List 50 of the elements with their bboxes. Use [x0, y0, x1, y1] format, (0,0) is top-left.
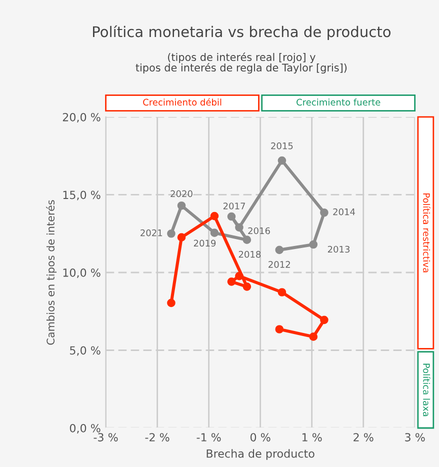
- point: [320, 316, 328, 324]
- point: [167, 298, 176, 308]
- annotation: 2013: [328, 246, 350, 253]
- x-tick-label: 0 %: [250, 433, 270, 442]
- annotation: 2021: [140, 229, 162, 236]
- annotation: 2017: [223, 202, 245, 210]
- annotation: 2016: [248, 227, 270, 234]
- point: [227, 278, 236, 286]
- chart-subtitle: (tipos de interés real [rojo] y tipos de interés de regla de Taylor [gris]): [136, 52, 347, 74]
- point: [210, 212, 219, 220]
- annotation: 2019: [194, 240, 216, 247]
- point: [177, 233, 186, 242]
- point: [320, 208, 328, 217]
- annotation: 2015: [271, 142, 293, 150]
- point: [278, 288, 286, 296]
- x-axis-title: Brecha de producto: [206, 449, 314, 460]
- text: Política laxa: [423, 364, 430, 416]
- point: [275, 246, 284, 254]
- text: Crecimiento fuerte: [296, 98, 380, 106]
- y-tick-label: 10,0 %: [63, 268, 100, 278]
- point: [309, 332, 318, 341]
- point: [167, 229, 176, 238]
- text: Política restrictiva: [423, 193, 430, 272]
- x-tick-label: 2 %: [354, 433, 374, 442]
- point: [210, 228, 219, 238]
- x-tick-label: -2 %: [145, 433, 170, 442]
- chart-title: Política monetaria vs brecha de producto: [93, 25, 391, 40]
- y-tick-label: 15,0 %: [63, 190, 100, 200]
- y-tick-label: 0,0 %: [70, 424, 100, 434]
- y-tick-label: 5,0 %: [70, 346, 100, 356]
- point: [242, 282, 252, 291]
- x-tick-label: 3 %: [405, 433, 425, 442]
- point: [242, 236, 252, 244]
- text: Crecimiento débil: [143, 98, 222, 106]
- point: [177, 201, 186, 210]
- point: [275, 325, 284, 334]
- point: [227, 212, 236, 221]
- annotation: 2012: [268, 261, 290, 268]
- y-axis-title: Cambios en tipos de interés: [46, 200, 57, 345]
- annotation: 2018: [238, 250, 261, 258]
- x-tick-label: -3 %: [94, 433, 118, 442]
- point: [235, 223, 244, 232]
- point: [309, 240, 318, 249]
- annotation: 2014: [333, 208, 355, 216]
- annotation: 2020: [170, 190, 192, 198]
- point: [278, 156, 286, 165]
- point: [235, 272, 244, 280]
- x-tick-label: 1 %: [302, 433, 322, 442]
- y-tick-label: 20,0 %: [62, 112, 100, 122]
- x-tick-label: -1 %: [196, 433, 221, 442]
